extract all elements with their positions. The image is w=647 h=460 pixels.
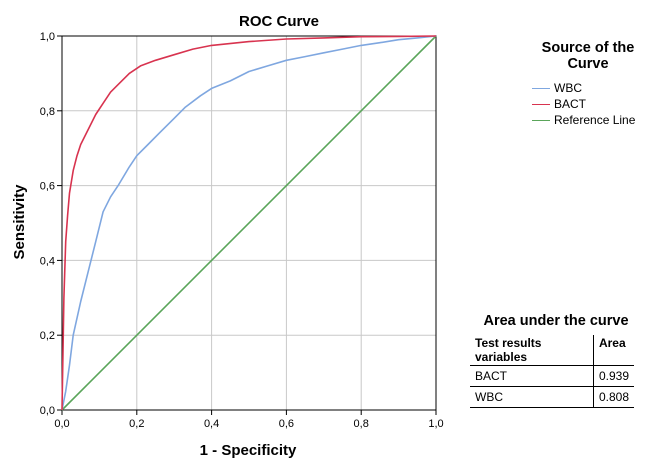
- x-tick-label: 1,0: [428, 418, 443, 430]
- y-tick-label: 0,6: [40, 181, 55, 193]
- auc-header-variable: Test results variables: [470, 335, 594, 366]
- series-line-wbc: [61, 35, 437, 411]
- legend-title: Source of the Curve: [541, 40, 635, 72]
- series-lines: [61, 35, 437, 411]
- auc-row-area: 0.808: [592, 386, 634, 408]
- plot-frame: [61, 35, 437, 411]
- auc-table-panel: Area under the curve Test results variab…: [470, 313, 642, 408]
- legend-item: Reference Line: [528, 112, 646, 128]
- legend-swatch: [532, 103, 550, 105]
- legend-label: BACT: [554, 97, 587, 111]
- auc-table: Test results variables Area BACT 0.939 W…: [470, 335, 634, 408]
- auc-table-title: Area under the curve: [483, 313, 629, 329]
- x-tick-label: 0,2: [129, 418, 144, 430]
- y-tick-label: 1,0: [40, 31, 55, 43]
- x-tick-label: 0,6: [279, 418, 294, 430]
- table-row: WBC 0.808: [470, 386, 634, 408]
- series-line-reference-line: [61, 35, 437, 411]
- y-tick-label: 0,2: [40, 330, 55, 342]
- auc-row-variable: BACT: [470, 365, 594, 387]
- x-tick-label: 0,4: [204, 418, 219, 430]
- y-tick-label: 0,8: [40, 106, 55, 118]
- legend-item: BACT: [528, 96, 646, 112]
- y-tick-label: 0,0: [40, 405, 55, 417]
- axes: 0,00,0 0,2 0,2 0,4 0,4 0,6 0,6 0,8 0,8 1,0 1,0: [40, 31, 444, 430]
- legend-swatch: [532, 87, 550, 89]
- y-tick-label: 0,4: [40, 255, 55, 267]
- y-axis-label: Sensitivity: [11, 184, 28, 260]
- x-tick-label: 0,8: [354, 418, 369, 430]
- legend-swatch: [532, 119, 550, 121]
- auc-row-variable: WBC: [470, 386, 594, 408]
- series-line-bact: [61, 35, 437, 411]
- auc-table-header-row: Test results variables Area: [470, 335, 634, 366]
- x-axis-label: 1 - Specificity: [200, 442, 297, 459]
- legend-list: WBC BACT Reference Line: [528, 80, 646, 128]
- legend-item: WBC: [528, 80, 646, 96]
- legend-label: Reference Line: [554, 113, 636, 127]
- auc-header-area: Area: [592, 335, 634, 366]
- chart-title: ROC Curve: [239, 13, 319, 30]
- legend: Source of the Curve WBC BACT Reference Lin…: [528, 40, 646, 128]
- x-tick-label: 0,0: [54, 418, 69, 430]
- auc-row-area: 0.939: [592, 365, 634, 387]
- table-row: BACT 0.939: [470, 365, 634, 387]
- legend-label: WBC: [554, 81, 582, 95]
